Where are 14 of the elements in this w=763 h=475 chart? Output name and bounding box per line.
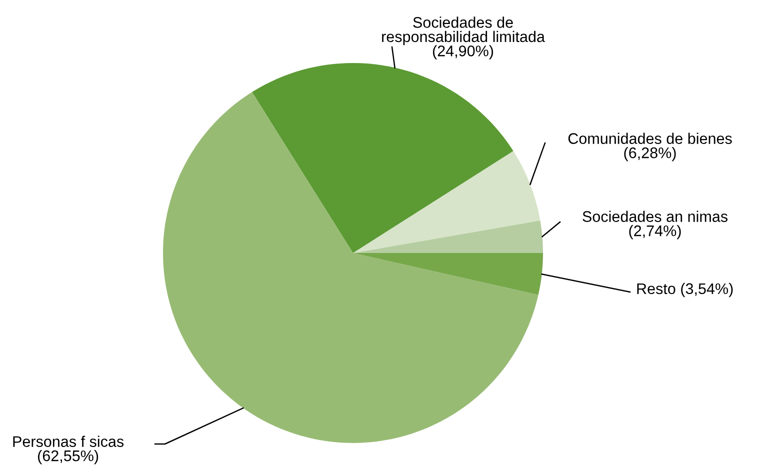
slice-label: Resto (3,54%) xyxy=(637,282,733,298)
data-label: (62,55%) xyxy=(38,450,98,464)
pie-slice xyxy=(252,63,514,253)
pie-slice xyxy=(353,253,543,295)
slice-label: Sociedades de responsabilidad limitada xyxy=(382,16,545,46)
data-label: (24,90%) xyxy=(432,45,494,60)
slice-label: Comunidades de bienes xyxy=(568,132,732,144)
slice-label: Sociedades an nimas xyxy=(582,210,728,222)
data-label: (2,74%) xyxy=(629,225,681,240)
pie-slice xyxy=(353,220,543,253)
slice-label: Personas f sicas xyxy=(13,436,124,447)
pie-slice xyxy=(353,151,540,253)
data-label: (6,28%) xyxy=(624,147,676,162)
pie-slice xyxy=(163,92,538,443)
